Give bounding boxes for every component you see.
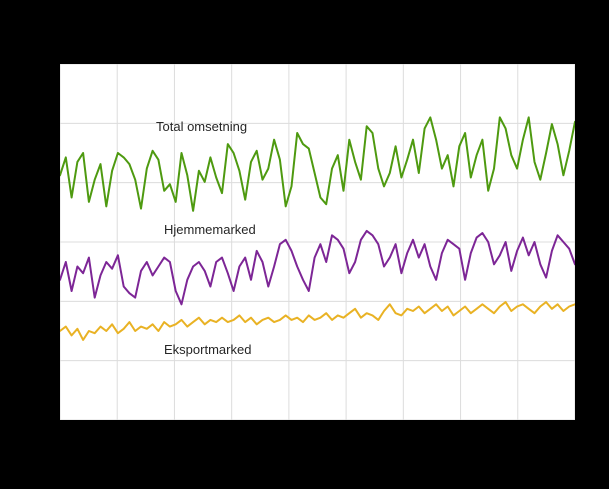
- series-line-eksportmarked: [60, 301, 575, 341]
- chart-svg: [60, 64, 575, 420]
- series-line-hjemmemarked: [60, 229, 575, 306]
- series-label-total-omsetning: Total omsetning: [156, 119, 248, 134]
- series-label-eksportmarked: Eksportmarked: [164, 342, 252, 357]
- series-line-total-omsetning: [60, 116, 575, 212]
- plot-area: Total omsetning Hjemmemarked Eksportmark…: [60, 64, 575, 420]
- series-label-hjemmemarked: Hjemmemarked: [164, 222, 256, 237]
